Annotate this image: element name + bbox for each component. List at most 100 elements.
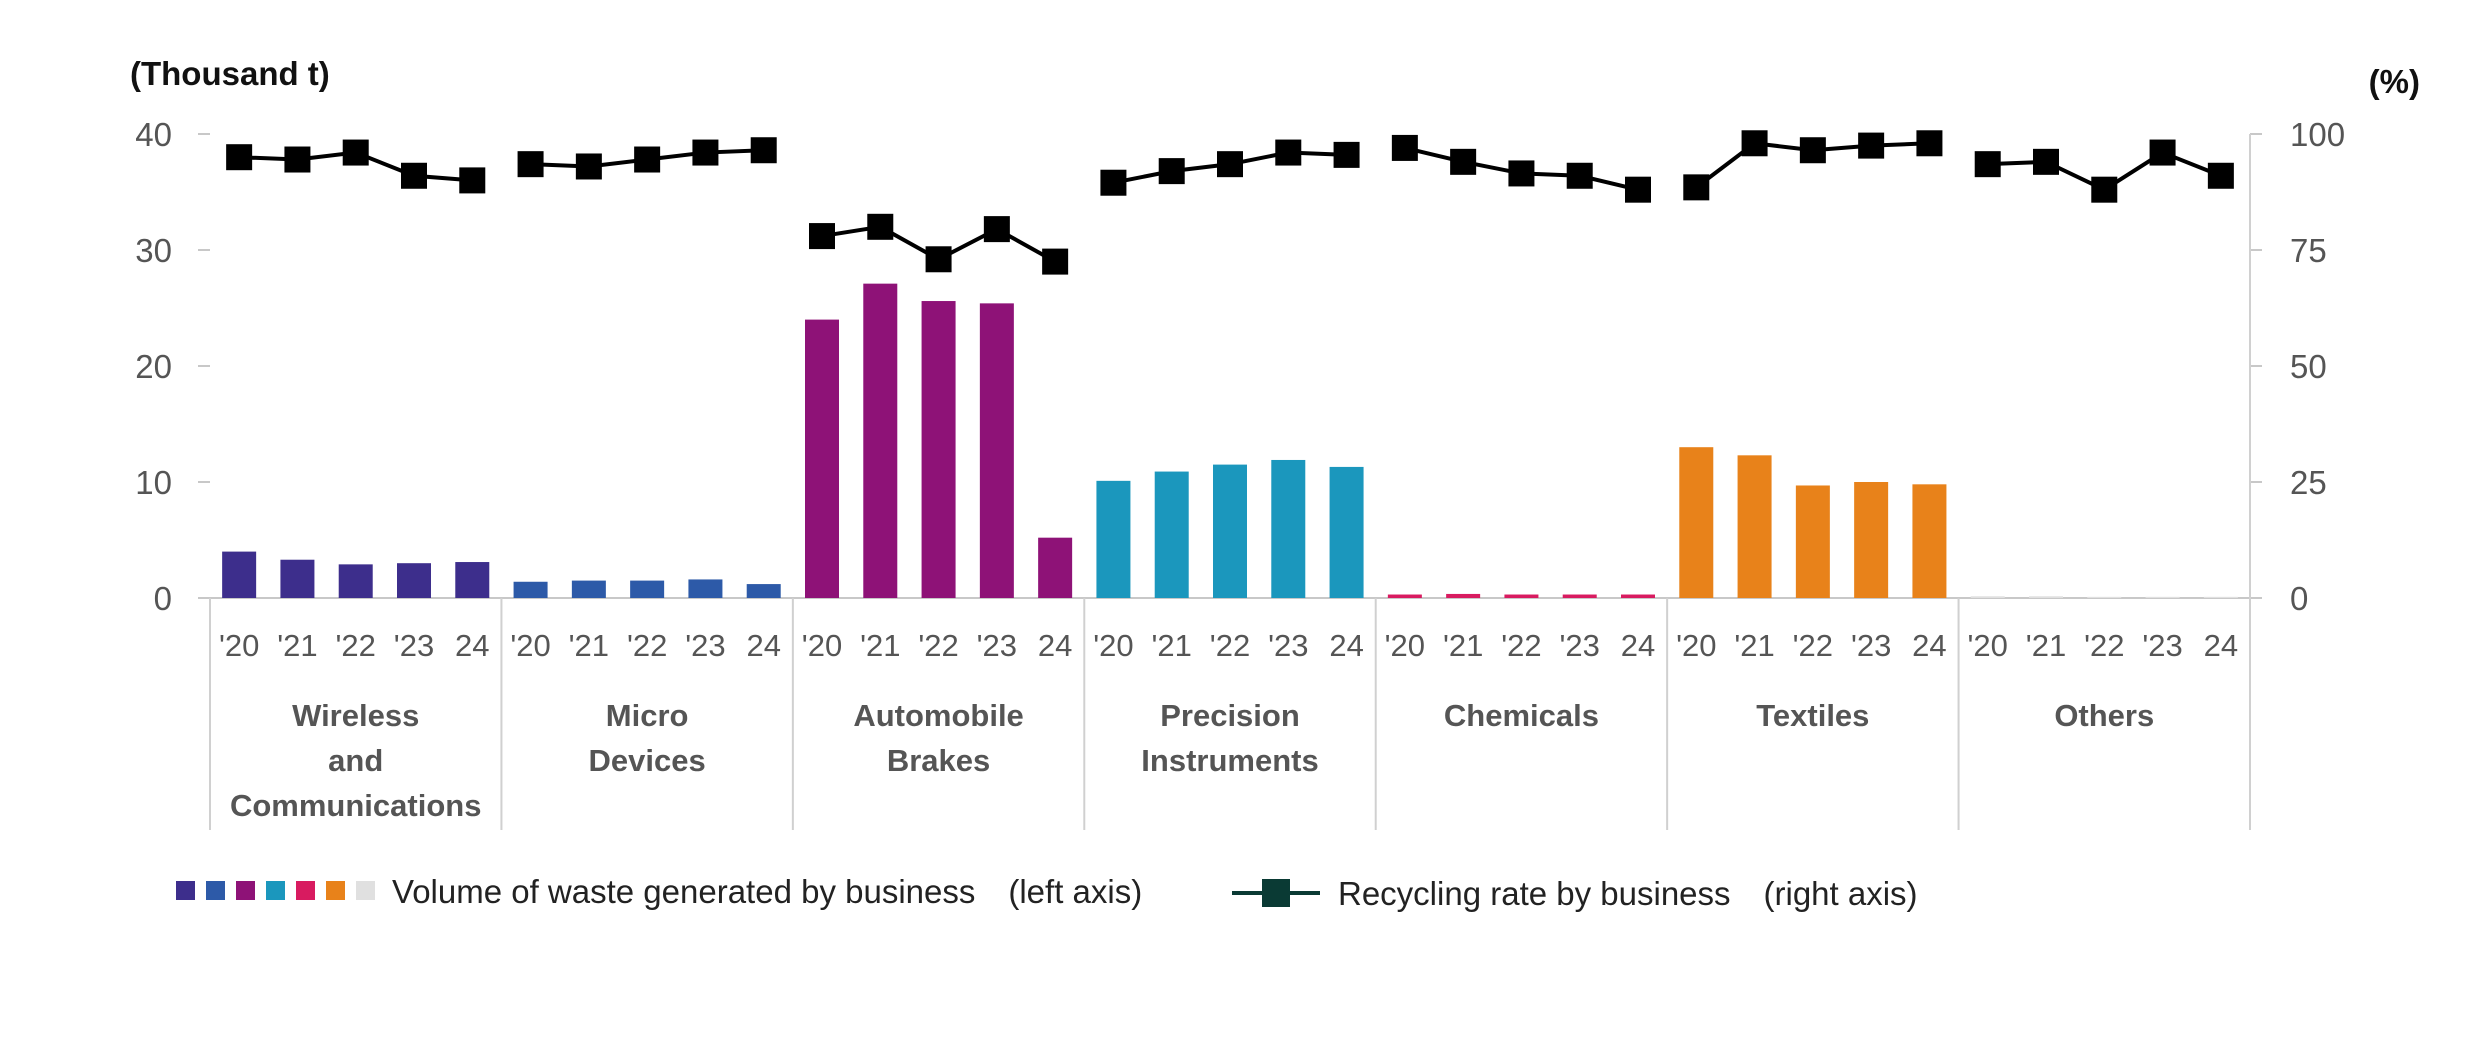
waste-bar — [1737, 455, 1772, 598]
waste-bar — [630, 580, 665, 598]
recycling-rate-marker — [692, 139, 719, 166]
recycling-rate-marker — [1625, 176, 1651, 203]
legend-swatch — [326, 881, 345, 900]
year-tick-label: '23 — [1268, 628, 1308, 663]
left-axis-tick-label: 30 — [135, 232, 172, 269]
waste-bar — [1679, 447, 1714, 598]
category-label: Wireless — [292, 698, 419, 733]
year-tick-label: '21 — [2026, 628, 2066, 663]
recycling-rate-marker — [925, 246, 952, 273]
waste-bar — [1271, 459, 1306, 598]
year-tick-label: '21 — [277, 628, 317, 663]
waste-bar — [1446, 593, 1481, 598]
recycling-rate-marker — [2091, 176, 2118, 203]
recycling-rate-marker — [2033, 148, 2059, 175]
legend-swatch — [206, 881, 225, 900]
category-label: Textiles — [1756, 698, 1869, 733]
waste-bar — [1329, 466, 1364, 598]
category-label: Precision — [1160, 698, 1300, 733]
right-axis-tick-label: 75 — [2290, 232, 2327, 269]
recycling-rate-marker — [226, 144, 253, 171]
waste-bar — [1562, 594, 1597, 598]
legend-swatch — [176, 881, 195, 900]
year-tick-label: '23 — [1560, 628, 1600, 663]
year-tick-label: 24 — [1912, 628, 1946, 663]
recycling-rate-marker — [575, 153, 602, 180]
year-tick-label: 24 — [1038, 628, 1072, 663]
category-label: Devices — [589, 743, 706, 778]
recycling-rate-marker — [1858, 132, 1885, 159]
year-tick-label: '20 — [1093, 628, 1133, 663]
year-tick-label: '21 — [1734, 628, 1774, 663]
legend-swatch — [296, 881, 315, 900]
waste-bar — [979, 303, 1014, 598]
waste-bar — [1213, 464, 1247, 598]
legend-line-marker — [1262, 879, 1290, 907]
category-label: Chemicals — [1444, 698, 1599, 733]
year-tick-label: '20 — [219, 628, 259, 663]
waste-bar — [863, 283, 898, 598]
waste-bar — [688, 579, 723, 598]
right-axis-tick-label: 50 — [2290, 348, 2327, 385]
year-tick-label: '23 — [977, 628, 1017, 663]
waste-bar — [397, 563, 431, 598]
recycling-rate-marker — [1974, 151, 2001, 178]
left-axis-tick-label: 0 — [154, 580, 172, 617]
recycling-rate-marker — [809, 223, 835, 250]
category-label: Micro — [606, 698, 689, 733]
year-tick-label: '21 — [860, 628, 900, 663]
recycling-rate-marker — [1042, 248, 1069, 275]
year-tick-label: '23 — [2142, 628, 2182, 663]
year-tick-label: '20 — [802, 628, 842, 663]
left-axis-tick-label: 40 — [135, 116, 172, 153]
recycling-rate-marker — [634, 146, 661, 173]
right-axis-tick-label: 0 — [2290, 580, 2308, 617]
waste-bar — [1912, 484, 1947, 598]
waste-bar — [513, 581, 548, 598]
year-tick-label: '22 — [2084, 628, 2124, 663]
recycling-rate-marker — [2149, 139, 2176, 166]
waste-bar — [1854, 482, 1889, 598]
year-tick-label: '21 — [1152, 628, 1192, 663]
waste-bar — [1387, 594, 1422, 598]
recycling-rate-marker — [1508, 160, 1535, 187]
waste-bar — [921, 301, 956, 598]
right-axis-tick-label: 100 — [2290, 116, 2345, 153]
recycling-rate-marker — [1391, 134, 1418, 161]
waste-bar — [1504, 594, 1539, 598]
recycling-rate-marker — [517, 151, 544, 178]
year-tick-label: '22 — [1210, 628, 1250, 663]
recycling-rate-marker — [983, 216, 1010, 243]
legend-swatch — [356, 881, 375, 900]
year-tick-label: '22 — [336, 628, 376, 663]
year-tick-label: 24 — [1329, 628, 1363, 663]
recycling-rate-marker — [1799, 137, 1826, 164]
waste-bar — [571, 580, 606, 598]
waste-bar — [805, 319, 839, 598]
waste-bar — [1038, 537, 1073, 598]
category-label: Instruments — [1141, 743, 1318, 778]
recycling-rate-marker — [1450, 148, 1477, 175]
waste-bar — [338, 564, 373, 598]
recycling-rate-marker — [284, 146, 311, 173]
waste-bar — [2029, 596, 2063, 598]
legend-swatch — [266, 881, 285, 900]
waste-bar — [746, 584, 781, 598]
legend-swatch — [236, 881, 255, 900]
recycling-rate-marker — [1333, 141, 1360, 168]
waste-bar — [2203, 596, 2238, 598]
left-axis-unit-label: (Thousand t) — [130, 55, 330, 92]
right-axis-tick-label: 25 — [2290, 464, 2327, 501]
year-tick-label: '20 — [510, 628, 550, 663]
category-label: Brakes — [887, 743, 990, 778]
waste-bar — [222, 551, 257, 598]
waste-bar — [2087, 596, 2122, 598]
year-tick-label: '22 — [918, 628, 958, 663]
year-tick-label: '20 — [1968, 628, 2008, 663]
recycling-rate-marker — [1158, 158, 1185, 185]
waste-bar — [1621, 594, 1655, 598]
year-tick-label: '23 — [394, 628, 434, 663]
year-tick-label: '22 — [1793, 628, 1833, 663]
legend: Volume of waste generated by business (l… — [176, 873, 1918, 912]
